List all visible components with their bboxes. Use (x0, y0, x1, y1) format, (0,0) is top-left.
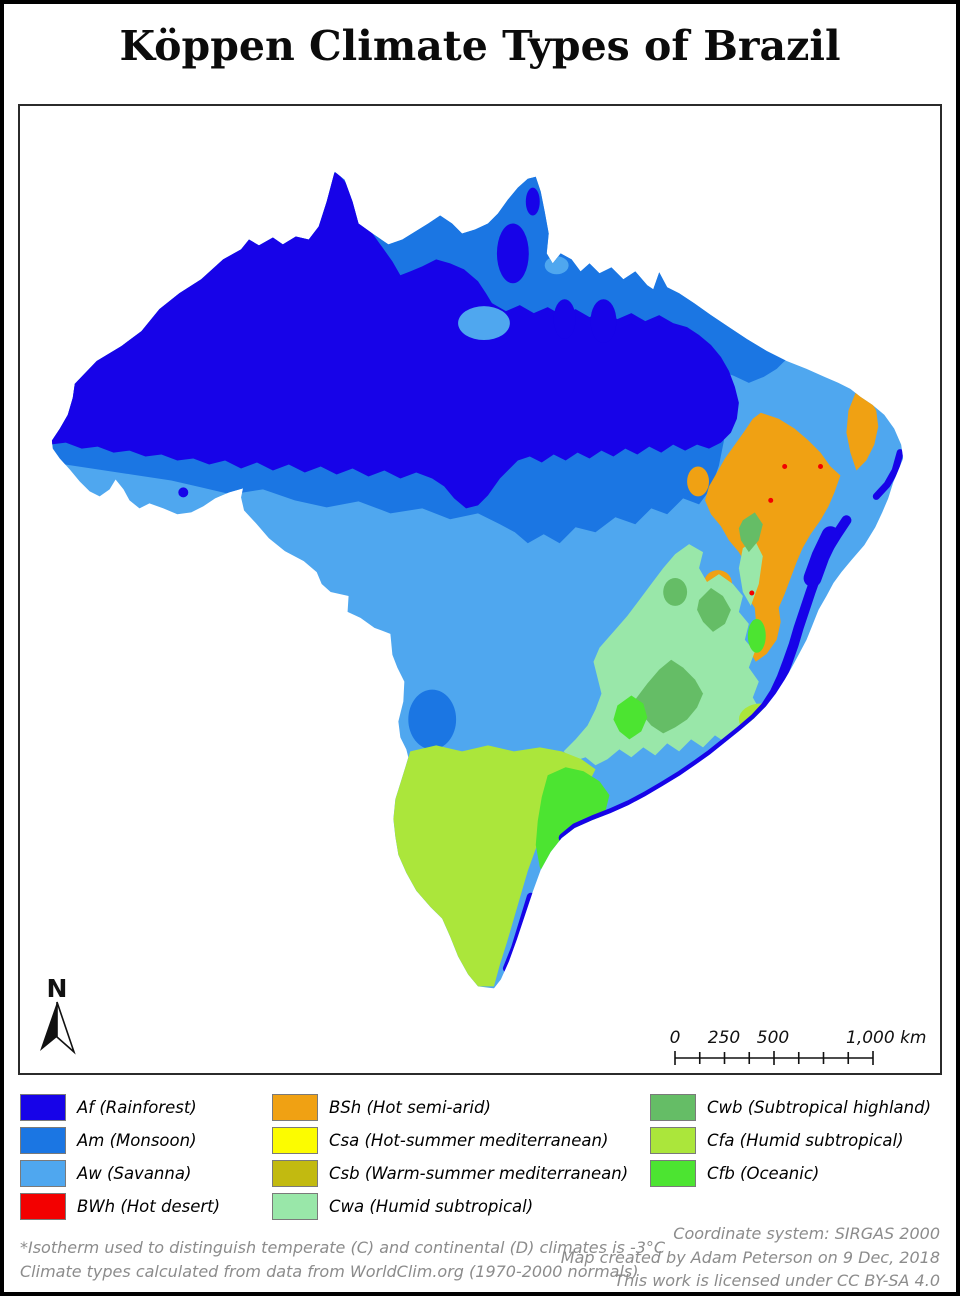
scale-bar (674, 1051, 874, 1065)
north-arrow-icon (40, 1001, 76, 1055)
legend-label-cfa: Cfa (Humid subtropical) (707, 1131, 904, 1150)
map-region-cfb-oceanic-1 (535, 767, 610, 893)
legend-swatch-af (20, 1094, 66, 1121)
map-region-af-coastal-north (872, 449, 904, 500)
legend-column-1: Af (Rainforest) Am (Monsoon) Aw (Savanna… (20, 1094, 220, 1226)
map-region-cwa-strip (738, 540, 763, 606)
legend-item-csb: Csb (Warm-summer mediterranean) (272, 1160, 628, 1187)
legend-swatch-am (20, 1127, 66, 1154)
legend-item-csa: Csa (Hot-summer mediterranean) (272, 1127, 628, 1154)
legend-label-aw: Aw (Savanna) (77, 1164, 192, 1183)
legend-item-af: Af (Rainforest) (20, 1094, 220, 1121)
scale-label-0: 0 (669, 1028, 681, 1048)
legend-label-csb: Csb (Warm-summer mediterranean) (329, 1164, 629, 1183)
legend-column-3: Cwb (Subtropical highland) Cfa (Humid su… (650, 1094, 931, 1193)
scale-label-250: 250 (707, 1028, 741, 1048)
map-region-af-acre-dot (178, 487, 189, 498)
map-region-bsh-coastal (846, 390, 879, 471)
map-region-bwh-dot-2 (818, 464, 824, 469)
map-region-aw-pocket-2 (544, 256, 569, 275)
map-region-am-parana-patch (408, 689, 457, 750)
legend-item-aw: Aw (Savanna) (20, 1160, 220, 1187)
map-region-af-rainforest (51, 171, 739, 509)
footnote-source: Climate types calculated from data from … (20, 1262, 639, 1281)
legend-swatch-cfb (650, 1160, 696, 1187)
legend-item-cfb: Cfb (Oceanic) (650, 1160, 931, 1187)
map-region-af-coastal-blob (803, 526, 840, 588)
map-region-af-enclave-east (590, 299, 617, 344)
credit-coordinate-system: Coordinate system: SIRGAS 2000 (673, 1224, 940, 1243)
scale-label-500: 500 (756, 1028, 790, 1048)
credit-license: This work is licensed under CC BY-SA 4.0 (614, 1271, 940, 1290)
brazil-climate-map (51, 171, 904, 989)
credit-author: Map created by Adam Peterson on 9 Dec, 2… (560, 1247, 940, 1267)
legend-item-bwh: BWh (Hot desert) (20, 1193, 220, 1220)
legend-column-2: BSh (Hot semi-arid) Csa (Hot-summer medi… (272, 1094, 628, 1226)
legend-swatch-csa (272, 1127, 318, 1154)
scale-label-1000km: 1,000 km (846, 1028, 927, 1048)
legend-swatch-cwa (272, 1193, 318, 1220)
legend-label-af: Af (Rainforest) (77, 1098, 197, 1117)
north-label: N (46, 974, 68, 1003)
map-region-bwh-dot-3 (768, 497, 774, 503)
map-region-bsh-semiarid (705, 412, 841, 662)
legend-swatch-aw (20, 1160, 66, 1187)
footnote-isotherm: *Isotherm used to distinguish temperate … (20, 1238, 666, 1257)
map-region-cwb-highland-4 (738, 512, 763, 553)
map-title: Köppen Climate Types of Brazil (119, 22, 841, 70)
legend-item-cwa: Cwa (Humid subtropical) (272, 1193, 628, 1220)
legend-swatch-csb (272, 1160, 318, 1187)
map-frame (18, 104, 942, 1075)
legend-label-cwb: Cwb (Subtropical highland) (707, 1098, 932, 1117)
legend-item-cfa: Cfa (Humid subtropical) (650, 1127, 931, 1154)
legend-label-bsh: BSh (Hot semi-arid) (329, 1098, 491, 1117)
legend-swatch-cfa (650, 1127, 696, 1154)
map-region-cfb-oceanic-2 (613, 695, 648, 740)
legend-swatch-bsh (272, 1094, 318, 1121)
map-region-af-amapa-patch (525, 187, 540, 216)
legend-label-bwh: BWh (Hot desert) (77, 1197, 221, 1216)
map-region-bwh-dot-4 (749, 590, 755, 596)
legend-swatch-cwb (650, 1094, 696, 1121)
legend-item-am: Am (Monsoon) (20, 1127, 220, 1154)
map-region-af-enclave-west (553, 299, 576, 340)
legend-swatch-bwh (20, 1193, 66, 1220)
map-region-cwb-highland-2 (697, 588, 731, 632)
map-region-cwb-highland-3 (663, 578, 688, 606)
map-region-cfb-oceanic-3 (747, 618, 766, 653)
legend-label-am: Am (Monsoon) (77, 1131, 197, 1150)
legend-label-csa: Csa (Hot-summer mediterranean) (329, 1131, 609, 1150)
legend-label-cfb: Cfb (Oceanic) (707, 1164, 820, 1183)
map-region-bsh-satellite (687, 466, 710, 497)
legend-label-cwa: Cwa (Humid subtropical) (329, 1197, 534, 1216)
credits: Coordinate system: SIRGAS 2000 Map creat… (561, 1222, 940, 1293)
legend-item-cwb: Cwb (Subtropical highland) (650, 1094, 931, 1121)
map-region-af-delta-patch (496, 223, 529, 284)
map-region-cwb-highland-1 (635, 659, 704, 734)
footnotes: *Isotherm used to distinguish temperate … (20, 1236, 665, 1284)
legend-item-bsh: BSh (Hot semi-arid) (272, 1094, 628, 1121)
map-region-aw-pocket-1 (458, 306, 510, 341)
map-region-bwh-dot-1 (782, 464, 788, 469)
